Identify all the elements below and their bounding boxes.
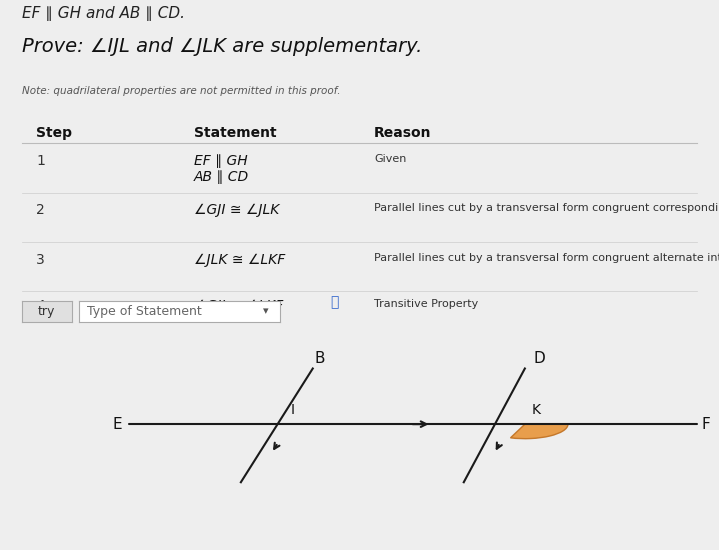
- Text: B: B: [315, 351, 325, 366]
- Text: ∠GJI ≅ ∠JLK: ∠GJI ≅ ∠JLK: [194, 204, 280, 217]
- Text: try: try: [38, 305, 55, 318]
- Text: E: E: [113, 417, 122, 432]
- Text: EF ∥ GH and AB ∥ CD.: EF ∥ GH and AB ∥ CD.: [22, 6, 185, 21]
- Text: 1: 1: [36, 154, 45, 168]
- Text: Parallel lines cut by a transversal form congruent corresponding angles: Parallel lines cut by a transversal form…: [374, 204, 719, 213]
- Text: Note: quadrilateral properties are not permitted in this proof.: Note: quadrilateral properties are not p…: [22, 86, 340, 96]
- Text: Step: Step: [36, 126, 72, 140]
- Text: Given: Given: [374, 154, 406, 164]
- Text: Parallel lines cut by a transversal form congruent alternate interior angles: Parallel lines cut by a transversal form…: [374, 252, 719, 262]
- Text: Type of Statement: Type of Statement: [87, 305, 202, 318]
- Text: 👉: 👉: [331, 296, 339, 310]
- Text: 4: 4: [36, 299, 45, 313]
- Wedge shape: [510, 424, 568, 439]
- Text: D: D: [533, 351, 545, 366]
- Text: 2: 2: [36, 204, 45, 217]
- Text: Reason: Reason: [374, 126, 431, 140]
- Text: Statement: Statement: [194, 126, 277, 140]
- Text: K: K: [532, 403, 541, 417]
- Text: ∠GJI ≅ ∠LKF: ∠GJI ≅ ∠LKF: [194, 299, 283, 313]
- Text: Prove: ∠IJL and ∠JLK are supplementary.: Prove: ∠IJL and ∠JLK are supplementary.: [22, 37, 422, 56]
- Text: ∠JLK ≅ ∠LKF: ∠JLK ≅ ∠LKF: [194, 252, 285, 267]
- Text: Transitive Property: Transitive Property: [374, 299, 478, 309]
- Text: ▾: ▾: [262, 306, 268, 316]
- Text: EF ∥ GH
AB ∥ CD: EF ∥ GH AB ∥ CD: [194, 154, 249, 184]
- Text: 3: 3: [36, 252, 45, 267]
- Text: F: F: [701, 417, 710, 432]
- Text: I: I: [290, 403, 295, 417]
